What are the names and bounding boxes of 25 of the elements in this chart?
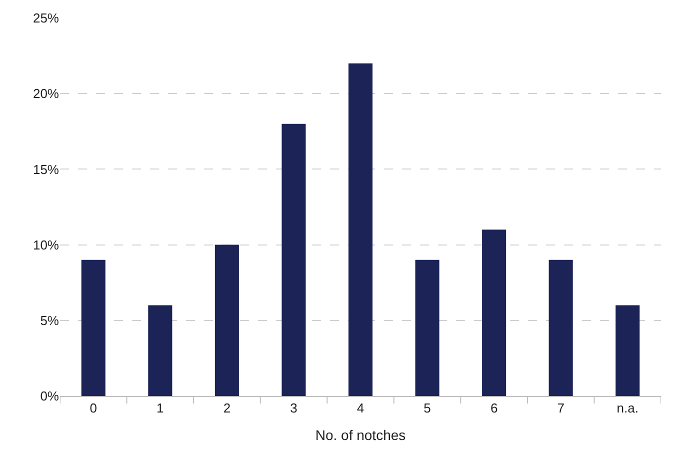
bar xyxy=(415,260,440,396)
y-tick-label: 10% xyxy=(32,237,60,252)
bar xyxy=(282,124,306,396)
x-axis-title: No. of notches xyxy=(315,426,406,443)
x-tick-label: 7 xyxy=(557,400,564,416)
x-tick-label: 3 xyxy=(290,400,298,416)
bar xyxy=(482,230,506,396)
x-tick-label: 5 xyxy=(424,400,431,416)
x-tick-label: 1 xyxy=(156,400,164,416)
y-tick-label: 20% xyxy=(32,86,60,102)
x-tick-label: 4 xyxy=(356,400,364,416)
x-tick-label: 0 xyxy=(90,400,98,416)
bar xyxy=(148,305,172,396)
bar xyxy=(348,63,373,396)
y-tick-label: 15% xyxy=(32,162,60,177)
x-tick-label: 2 xyxy=(223,400,231,416)
x-tick-label: n.a. xyxy=(616,400,638,416)
bar xyxy=(81,260,106,396)
bar xyxy=(548,260,573,396)
y-tick-label: 25% xyxy=(32,10,60,26)
bar xyxy=(214,244,239,396)
bar xyxy=(616,305,640,396)
y-tick-label: 0% xyxy=(40,388,60,404)
x-tick-label: 6 xyxy=(490,400,498,416)
y-tick-label: 5% xyxy=(40,312,60,328)
